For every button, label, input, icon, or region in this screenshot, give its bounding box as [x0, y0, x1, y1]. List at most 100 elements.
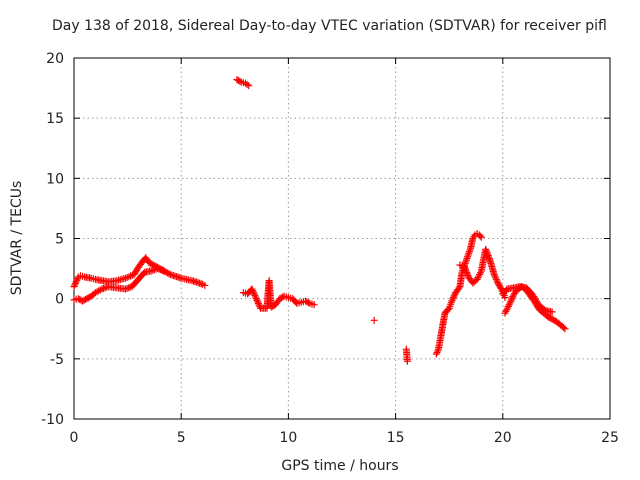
data-point	[123, 284, 131, 292]
data-point	[485, 253, 493, 261]
data-point	[432, 350, 440, 358]
data-point	[462, 258, 470, 266]
data-point	[447, 298, 455, 306]
data-point	[476, 270, 484, 278]
data-point	[464, 253, 472, 261]
data-point	[466, 246, 474, 254]
y-tick-label: -5	[50, 352, 64, 368]
data-point	[96, 286, 104, 294]
data-point	[243, 80, 251, 88]
x-tick-label: 25	[601, 430, 619, 446]
data-point	[460, 262, 468, 270]
data-point	[252, 293, 260, 301]
data-point	[505, 301, 513, 309]
data-point	[201, 281, 209, 289]
data-point	[493, 277, 501, 285]
data-point	[490, 271, 498, 279]
data-point	[561, 325, 569, 333]
y-axis-label: SDTVAR / TECUs	[9, 181, 25, 296]
data-point	[245, 82, 253, 90]
data-point	[125, 284, 133, 292]
data-point	[475, 272, 483, 280]
data-point	[491, 272, 499, 280]
y-tick-label: 15	[46, 111, 64, 127]
data-point	[160, 267, 168, 275]
data-point	[463, 270, 471, 278]
data-point	[125, 273, 133, 281]
data-point	[255, 301, 263, 309]
data-point	[548, 308, 556, 316]
data-point	[248, 285, 256, 293]
data-point	[476, 232, 484, 240]
data-point	[461, 264, 469, 272]
y-tick-label: 10	[46, 171, 64, 187]
data-point	[249, 287, 257, 295]
chart-title: Day 138 of 2018, Sidereal Day-to-day VTE…	[52, 18, 607, 34]
data-point	[463, 268, 471, 276]
data-point	[463, 254, 471, 262]
data-point	[483, 250, 491, 258]
x-axis-label: GPS time / hours	[281, 458, 398, 474]
data-point	[149, 266, 157, 274]
data-point	[450, 292, 458, 300]
data-point	[253, 296, 261, 304]
x-tick-label: 20	[494, 430, 512, 446]
data-point	[507, 297, 515, 305]
x-tick-label: 10	[279, 430, 297, 446]
data-point	[101, 284, 109, 292]
data-point	[492, 274, 500, 282]
y-tick-label: 0	[55, 292, 64, 308]
data-point	[310, 301, 318, 309]
data-point	[165, 270, 173, 278]
data-point	[252, 295, 260, 303]
data-point	[158, 266, 166, 274]
data-point	[121, 285, 129, 293]
data-point	[150, 266, 158, 274]
grid-lines	[74, 58, 610, 419]
data-point	[448, 297, 456, 305]
data-point	[250, 290, 258, 298]
data-point	[304, 299, 312, 307]
data-point	[507, 296, 515, 304]
x-tick-label: 15	[387, 430, 405, 446]
data-point	[462, 256, 470, 264]
data-point	[560, 324, 568, 332]
data-point	[464, 271, 472, 279]
data-point	[485, 255, 493, 263]
data-point	[461, 265, 469, 273]
data-point	[482, 247, 490, 255]
data-point	[147, 267, 155, 275]
data-point	[502, 307, 510, 315]
data-point	[249, 288, 257, 296]
data-point	[501, 293, 509, 301]
data-point	[449, 295, 457, 303]
data-point	[494, 279, 502, 287]
data-point	[98, 285, 106, 293]
data-point	[73, 276, 81, 284]
data-point	[236, 77, 244, 85]
y-axis-ticks: -10 -5 0 5 10 15 20	[41, 51, 610, 428]
data-point	[474, 274, 482, 282]
data-point	[403, 357, 411, 365]
data-point	[506, 299, 514, 307]
y-tick-label: -10	[41, 412, 64, 428]
data-point	[254, 298, 262, 306]
data-point	[123, 273, 131, 281]
data-point	[251, 291, 259, 299]
data-point	[503, 306, 511, 314]
y-tick-label: 5	[55, 232, 64, 248]
data-point	[121, 274, 129, 282]
data-point	[477, 269, 485, 277]
data-point	[483, 248, 491, 256]
data-point	[154, 265, 162, 273]
data-point	[504, 304, 512, 312]
data-point	[155, 265, 163, 273]
data-point	[462, 267, 470, 275]
y-tick-label: 20	[46, 51, 64, 67]
x-axis-ticks: 0 5 10 15 20 25	[70, 58, 619, 446]
data-point	[477, 233, 485, 241]
data-point	[127, 272, 135, 280]
data-point	[434, 347, 442, 355]
data-point	[504, 302, 512, 310]
